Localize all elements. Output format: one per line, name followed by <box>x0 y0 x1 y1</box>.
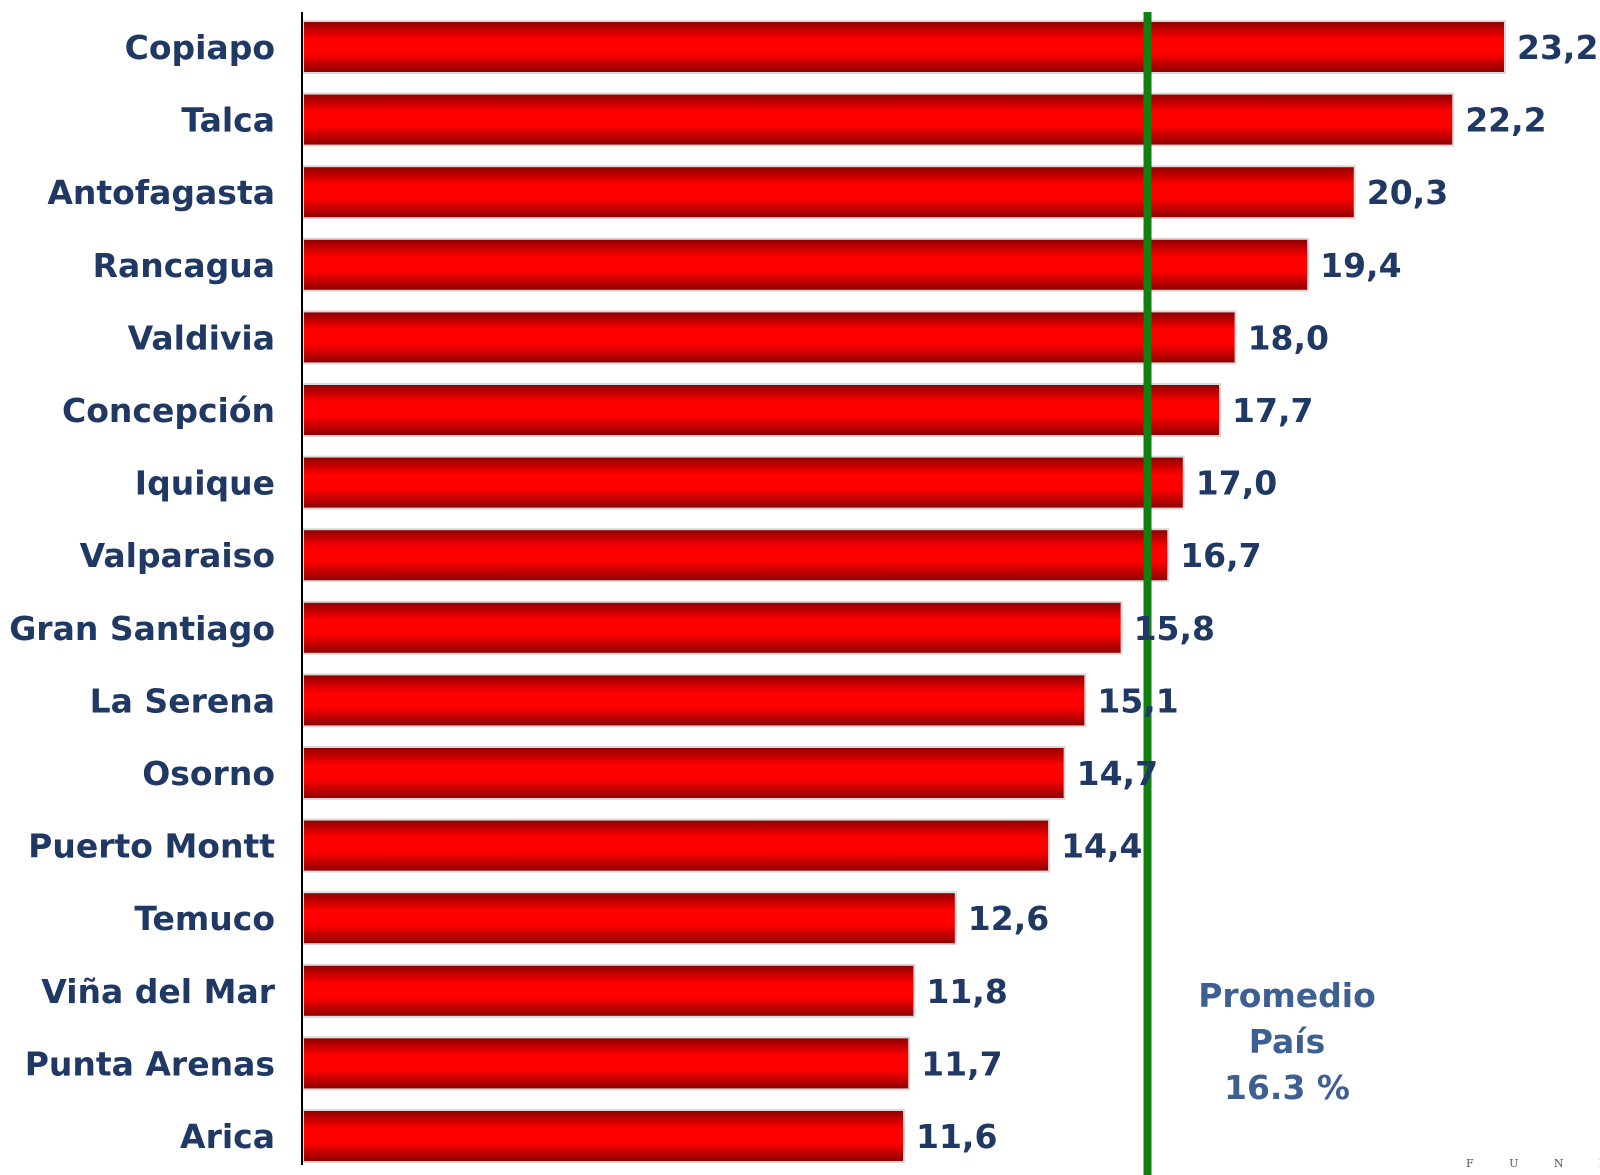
value-label-13: 11,8 <box>926 972 1007 1011</box>
value-label-9: 15,1 <box>1097 681 1178 720</box>
reference-label-line-0: Promedio <box>1198 976 1376 1015</box>
bar-1 <box>302 92 1455 147</box>
bar-7 <box>302 528 1170 583</box>
value-label-6: 17,0 <box>1196 464 1277 503</box>
category-label-3: Rancagua <box>93 246 275 285</box>
category-label-7: Valparaiso <box>80 536 275 575</box>
value-label-4: 18,0 <box>1248 318 1329 357</box>
category-label-8: Gran Santiago <box>9 609 275 648</box>
value-label-7: 16,7 <box>1180 536 1261 575</box>
bar-0 <box>302 20 1506 74</box>
bar-12 <box>302 891 957 946</box>
category-label-10: Osorno <box>142 754 275 793</box>
category-label-2: Antofagasta <box>47 173 275 212</box>
value-label-12: 12,6 <box>968 899 1049 938</box>
category-label-1: Talca <box>181 101 275 140</box>
bar-10 <box>302 746 1066 800</box>
category-label-5: Concepción <box>62 391 275 430</box>
footer-watermark: F U N D A <box>1466 1157 1600 1170</box>
bar-15 <box>302 1109 905 1163</box>
bar-4 <box>302 310 1237 365</box>
value-label-11: 14,4 <box>1061 827 1142 866</box>
value-label-15: 11,6 <box>916 1117 997 1156</box>
value-label-0: 23,2 <box>1517 28 1598 67</box>
value-label-2: 20,3 <box>1367 173 1448 212</box>
bar-9 <box>302 673 1087 728</box>
value-label-1: 22,2 <box>1465 101 1546 140</box>
reference-label-line-2: 16.3 % <box>1224 1068 1350 1107</box>
value-label-3: 19,4 <box>1320 246 1401 285</box>
bar-13 <box>302 963 916 1018</box>
category-label-11: Puerto Montt <box>28 827 275 866</box>
category-label-13: Viña del Mar <box>41 972 275 1011</box>
bar-14 <box>302 1036 911 1091</box>
value-label-14: 11,7 <box>921 1044 1002 1083</box>
category-label-9: La Serena <box>90 681 275 720</box>
bar-2 <box>302 165 1356 220</box>
reference-label-line-1: País <box>1249 1022 1326 1061</box>
category-label-4: Valdivia <box>128 318 275 357</box>
value-label-5: 17,7 <box>1232 391 1313 430</box>
bar-11 <box>302 818 1051 873</box>
category-label-14: Punta Arenas <box>25 1044 275 1083</box>
category-label-6: Iquique <box>135 464 275 503</box>
category-label-0: Copiapo <box>125 28 275 67</box>
category-label-12: Temuco <box>134 899 275 938</box>
bar-8 <box>302 600 1123 655</box>
bar-3 <box>302 237 1310 292</box>
bar-6 <box>302 455 1185 510</box>
bar-5 <box>302 383 1222 437</box>
category-label-15: Arica <box>180 1117 275 1156</box>
value-label-8: 15,8 <box>1134 609 1215 648</box>
value-label-10: 14,7 <box>1077 754 1158 793</box>
